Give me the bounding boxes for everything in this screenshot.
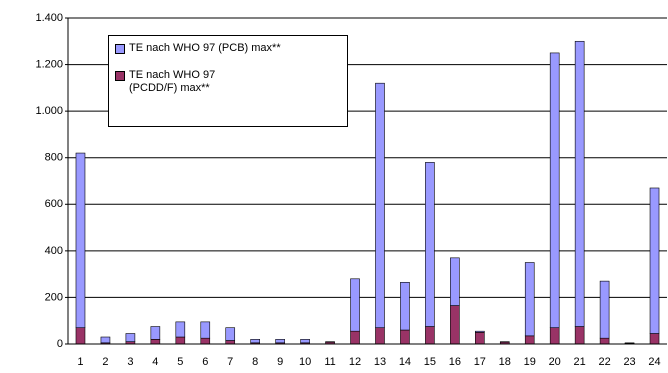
bar-segment <box>599 337 610 345</box>
bar-segment <box>475 332 485 345</box>
y-tick-label: 1.200 <box>35 58 63 70</box>
bar-segment <box>200 321 211 339</box>
x-tick-label: 10 <box>299 356 311 368</box>
x-tick-label: 7 <box>227 356 233 368</box>
x-tick-label: 15 <box>424 356 436 368</box>
x-tick-label: 11 <box>324 356 335 368</box>
y-tick-label: 1.400 <box>35 12 63 24</box>
bar-segment <box>450 257 460 306</box>
x-tick-label: 23 <box>623 356 635 368</box>
bar-segment <box>150 326 161 340</box>
bar-segment <box>225 327 236 341</box>
x-tick-label: 3 <box>127 356 133 368</box>
bar-segment <box>225 340 236 345</box>
x-tick-label: 5 <box>177 356 183 368</box>
x-tick-label: 19 <box>524 356 536 368</box>
bar-segment <box>574 326 585 345</box>
x-tick-label: 9 <box>277 356 283 368</box>
x-tick-label: 20 <box>549 356 561 368</box>
bar-segment <box>450 305 460 345</box>
bar-segment <box>100 336 111 344</box>
x-tick-label: 1 <box>77 356 83 368</box>
bar-segment <box>549 327 560 345</box>
bar-segment <box>75 152 86 328</box>
bar-segment <box>375 82 385 328</box>
x-tick-label: 17 <box>474 356 486 368</box>
bar-segment <box>425 162 435 327</box>
bar-segment <box>300 339 310 344</box>
x-tick-label: 6 <box>202 356 208 368</box>
bar-segment <box>649 187 660 334</box>
y-tick-label: 200 <box>45 291 63 303</box>
bar-segment <box>574 40 585 327</box>
bar-segment <box>599 280 610 339</box>
bar-segment <box>649 333 660 345</box>
bar-segment <box>350 278 360 332</box>
x-tick-label: 13 <box>374 356 386 368</box>
bar-segment <box>75 327 86 345</box>
x-tick-label: 24 <box>648 356 660 368</box>
bar-segment <box>150 339 161 345</box>
bar-segment <box>250 339 260 344</box>
legend-label: TE nach WHO 97 (PCDD/F) max** <box>129 69 216 94</box>
x-tick-label: 14 <box>399 356 411 368</box>
x-tick-label: 16 <box>449 356 461 368</box>
legend-swatch <box>115 44 125 54</box>
bar-segment <box>175 321 186 338</box>
bar-segment <box>200 337 211 345</box>
y-tick-label: 600 <box>45 198 63 210</box>
bar-segment <box>125 333 136 342</box>
bar-segment <box>400 281 410 331</box>
x-tick-label: 18 <box>499 356 511 368</box>
y-tick-label: 0 <box>57 338 63 350</box>
bar-segment <box>375 327 385 345</box>
bar-segment <box>175 336 186 345</box>
y-tick-label: 1.000 <box>35 105 63 117</box>
x-tick-label: 21 <box>574 356 586 368</box>
x-tick-label: 22 <box>598 356 610 368</box>
bar-segment <box>400 329 410 345</box>
x-tick-label: 8 <box>252 356 258 368</box>
legend-item: TE nach WHO 97 (PCDD/F) max** <box>115 69 341 95</box>
bar-segment <box>275 339 285 344</box>
x-tick-label: 2 <box>102 356 108 368</box>
bar-segment <box>475 330 485 333</box>
legend-swatch <box>115 71 125 81</box>
bar-segment <box>549 52 560 328</box>
bar-segment <box>425 326 435 345</box>
bar-segment <box>350 330 360 345</box>
legend-label: TE nach WHO 97 (PCB) max** <box>129 42 281 54</box>
bar-segment <box>524 262 535 337</box>
x-tick-label: 12 <box>349 356 361 368</box>
y-tick-label: 800 <box>45 152 63 164</box>
legend-item: TE nach WHO 97 (PCB) max** <box>115 42 341 55</box>
y-tick-label: 400 <box>45 245 63 257</box>
legend: TE nach WHO 97 (PCB) max** TE nach WHO 97… <box>108 35 348 127</box>
bar-segment <box>524 335 535 345</box>
x-tick-label: 4 <box>152 356 158 368</box>
